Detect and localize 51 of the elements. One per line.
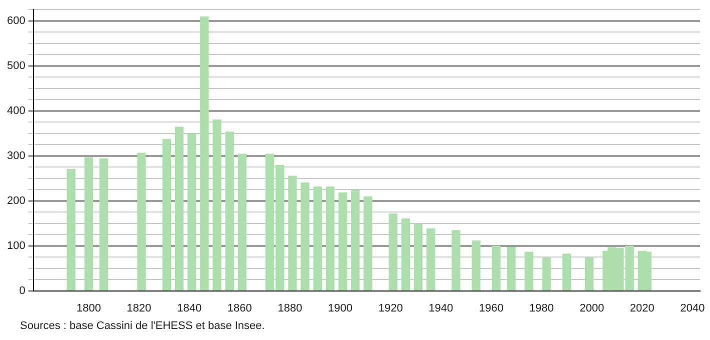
bar [99,158,108,291]
bar [200,16,209,291]
bar [137,152,146,291]
bar [388,214,398,291]
bar [188,133,196,291]
y-tick-label: 600 [6,14,26,27]
bar [288,176,297,291]
bar [66,168,76,291]
x-tick-label: 1980 [529,302,554,314]
bar [414,224,423,291]
x-tick-label: 1940 [428,302,454,314]
bar [212,120,222,291]
x-tick-label: 1960 [478,302,504,314]
x-tick-label: 2040 [680,302,705,314]
bar [364,196,372,291]
y-tick-label: 100 [6,240,26,252]
source-note: Sources : base Cassini de l'EHESS et base Insee. [20,320,265,332]
bar [338,192,348,291]
x-tick-label: 2020 [630,302,654,314]
x-tick-label: 1880 [278,302,302,314]
bar [84,157,94,291]
x-tick-label: 1820 [126,302,152,314]
x-tick-label: 1860 [227,302,252,314]
y-tick-label: 200 [6,194,26,207]
bar [472,240,480,291]
y-tick-label: 0 [19,284,26,297]
bar [351,190,360,291]
x-tick-label: 1920 [378,302,403,314]
bar [524,252,534,291]
bar [426,228,436,291]
bar [326,186,335,291]
bar [542,258,551,291]
bar [238,154,246,291]
y-tick-label: 400 [6,104,26,117]
x-tick-label: 1800 [76,302,101,314]
bar [225,132,234,291]
bar [300,182,310,291]
x-tick-label: 2000 [580,302,604,314]
y-tick-label: 500 [6,60,26,72]
bar [174,126,184,291]
x-tick-label: 1900 [328,302,353,314]
bar [562,254,571,291]
bar [506,246,516,291]
bar [162,138,172,291]
bar [313,186,322,291]
bar [401,218,410,291]
bar [584,258,594,291]
bar [452,230,460,291]
bar [492,246,501,291]
x-tick-label: 1840 [177,302,202,314]
y-tick-label: 300 [6,150,26,162]
